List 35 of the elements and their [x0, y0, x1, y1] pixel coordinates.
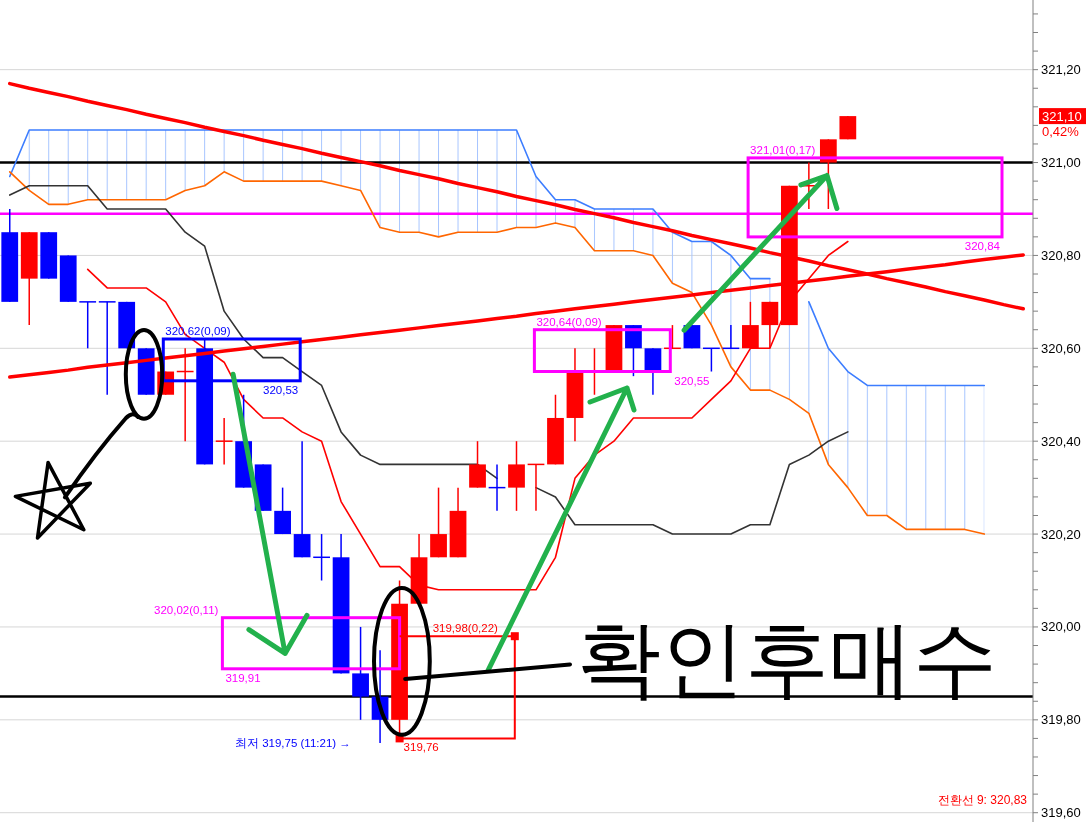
candlestick	[78, 301, 97, 350]
annotation: 319,98(0,22)	[432, 622, 499, 635]
y-tick-label: 320,20	[1041, 526, 1081, 542]
y-tick-label: 319,60	[1041, 805, 1081, 821]
y-tick-label: 320,40	[1041, 433, 1081, 449]
candlestick	[352, 626, 369, 721]
candlestick	[644, 347, 662, 396]
candlestick	[430, 486, 447, 559]
candlestick	[215, 417, 234, 466]
y-tick-label: 319,80	[1041, 712, 1081, 728]
annotation: 321,01(0,17)	[750, 143, 816, 156]
y-tick-label: 321,20	[1041, 62, 1081, 78]
candlestick	[508, 440, 525, 512]
candlestick	[98, 301, 117, 396]
candlestick	[742, 301, 759, 350]
annotation: 전환선 9: 320,83	[937, 793, 1028, 807]
annotation: 확인후매수	[577, 612, 997, 706]
annotation: 319,91	[225, 671, 261, 684]
text: 0,42%	[1042, 124, 1080, 140]
y-tick-label: 321,00	[1041, 155, 1081, 171]
annotation: 320,53	[263, 383, 299, 396]
candlestick	[761, 301, 779, 350]
annotation: 320,64(0,09)	[536, 315, 602, 328]
y-tick-label: 320,80	[1041, 247, 1081, 263]
text: 321,10	[1042, 108, 1082, 124]
candlestick	[274, 486, 291, 535]
y-tick-label: 320,00	[1041, 619, 1081, 635]
annotation: 최저 319,75 (11:21) →	[234, 737, 351, 750]
candlestick	[293, 440, 311, 559]
annotation: 320,02(0,11)	[154, 603, 219, 616]
annotation: 320,84	[964, 239, 1001, 252]
y-tick-label: 320,60	[1041, 340, 1081, 356]
annotation: 319,76	[403, 741, 439, 754]
candlestick	[469, 440, 486, 489]
annotation: 320,55	[674, 374, 710, 387]
